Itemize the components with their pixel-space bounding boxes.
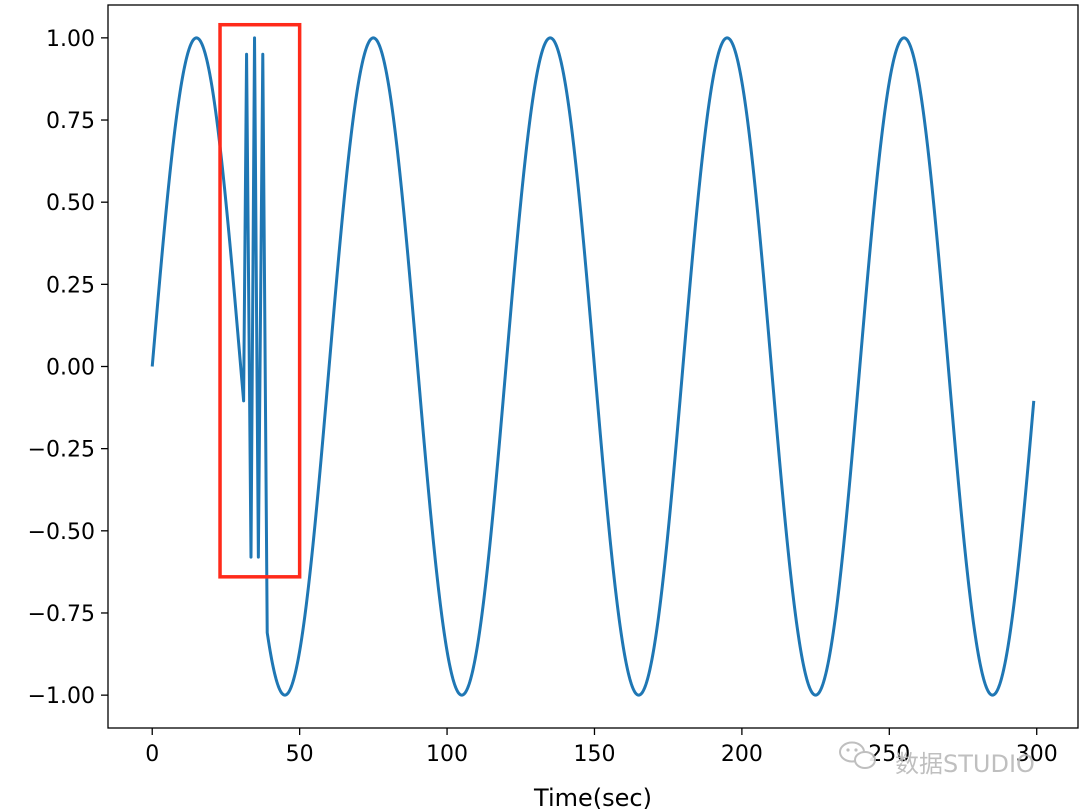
y-tick-label: −0.25 <box>28 438 95 463</box>
y-tick-label: −0.75 <box>28 602 95 627</box>
highlight-rectangle-0 <box>218 22 302 579</box>
y-tick-label: −0.50 <box>28 520 95 545</box>
y-tick-label: 1.00 <box>46 27 95 52</box>
y-tick-label: 0.50 <box>46 191 95 216</box>
x-tick-label: 50 <box>286 742 314 767</box>
x-tick-label: 0 <box>145 742 159 767</box>
watermark: 数据STUDIO <box>839 741 1035 778</box>
x-tick-label: 100 <box>426 742 468 767</box>
y-tick-label: 0.00 <box>46 356 95 381</box>
y-tick-label: 0.75 <box>46 109 95 134</box>
y-tick-label: −1.00 <box>28 684 95 709</box>
y-axis: 1.00 0.75 0.50 0.25 0.00 −0.25 −0.50 −0.75 −1.00 <box>28 27 108 709</box>
annotation-layer <box>218 22 302 579</box>
series-layer <box>150 36 1036 697</box>
x-tick-label: 200 <box>721 742 763 767</box>
y-tick-label: 0.25 <box>46 273 95 298</box>
wechat-icon <box>839 741 876 769</box>
x-axis: 0 50 100 150 200 250 300 <box>145 728 1058 767</box>
x-axis-label: Time(sec) <box>533 784 652 810</box>
x-tick-label: 300 <box>1016 742 1058 767</box>
series-line-0 <box>150 36 1036 697</box>
watermark-text: 数据STUDIO <box>895 750 1035 778</box>
x-tick-label: 150 <box>573 742 615 767</box>
